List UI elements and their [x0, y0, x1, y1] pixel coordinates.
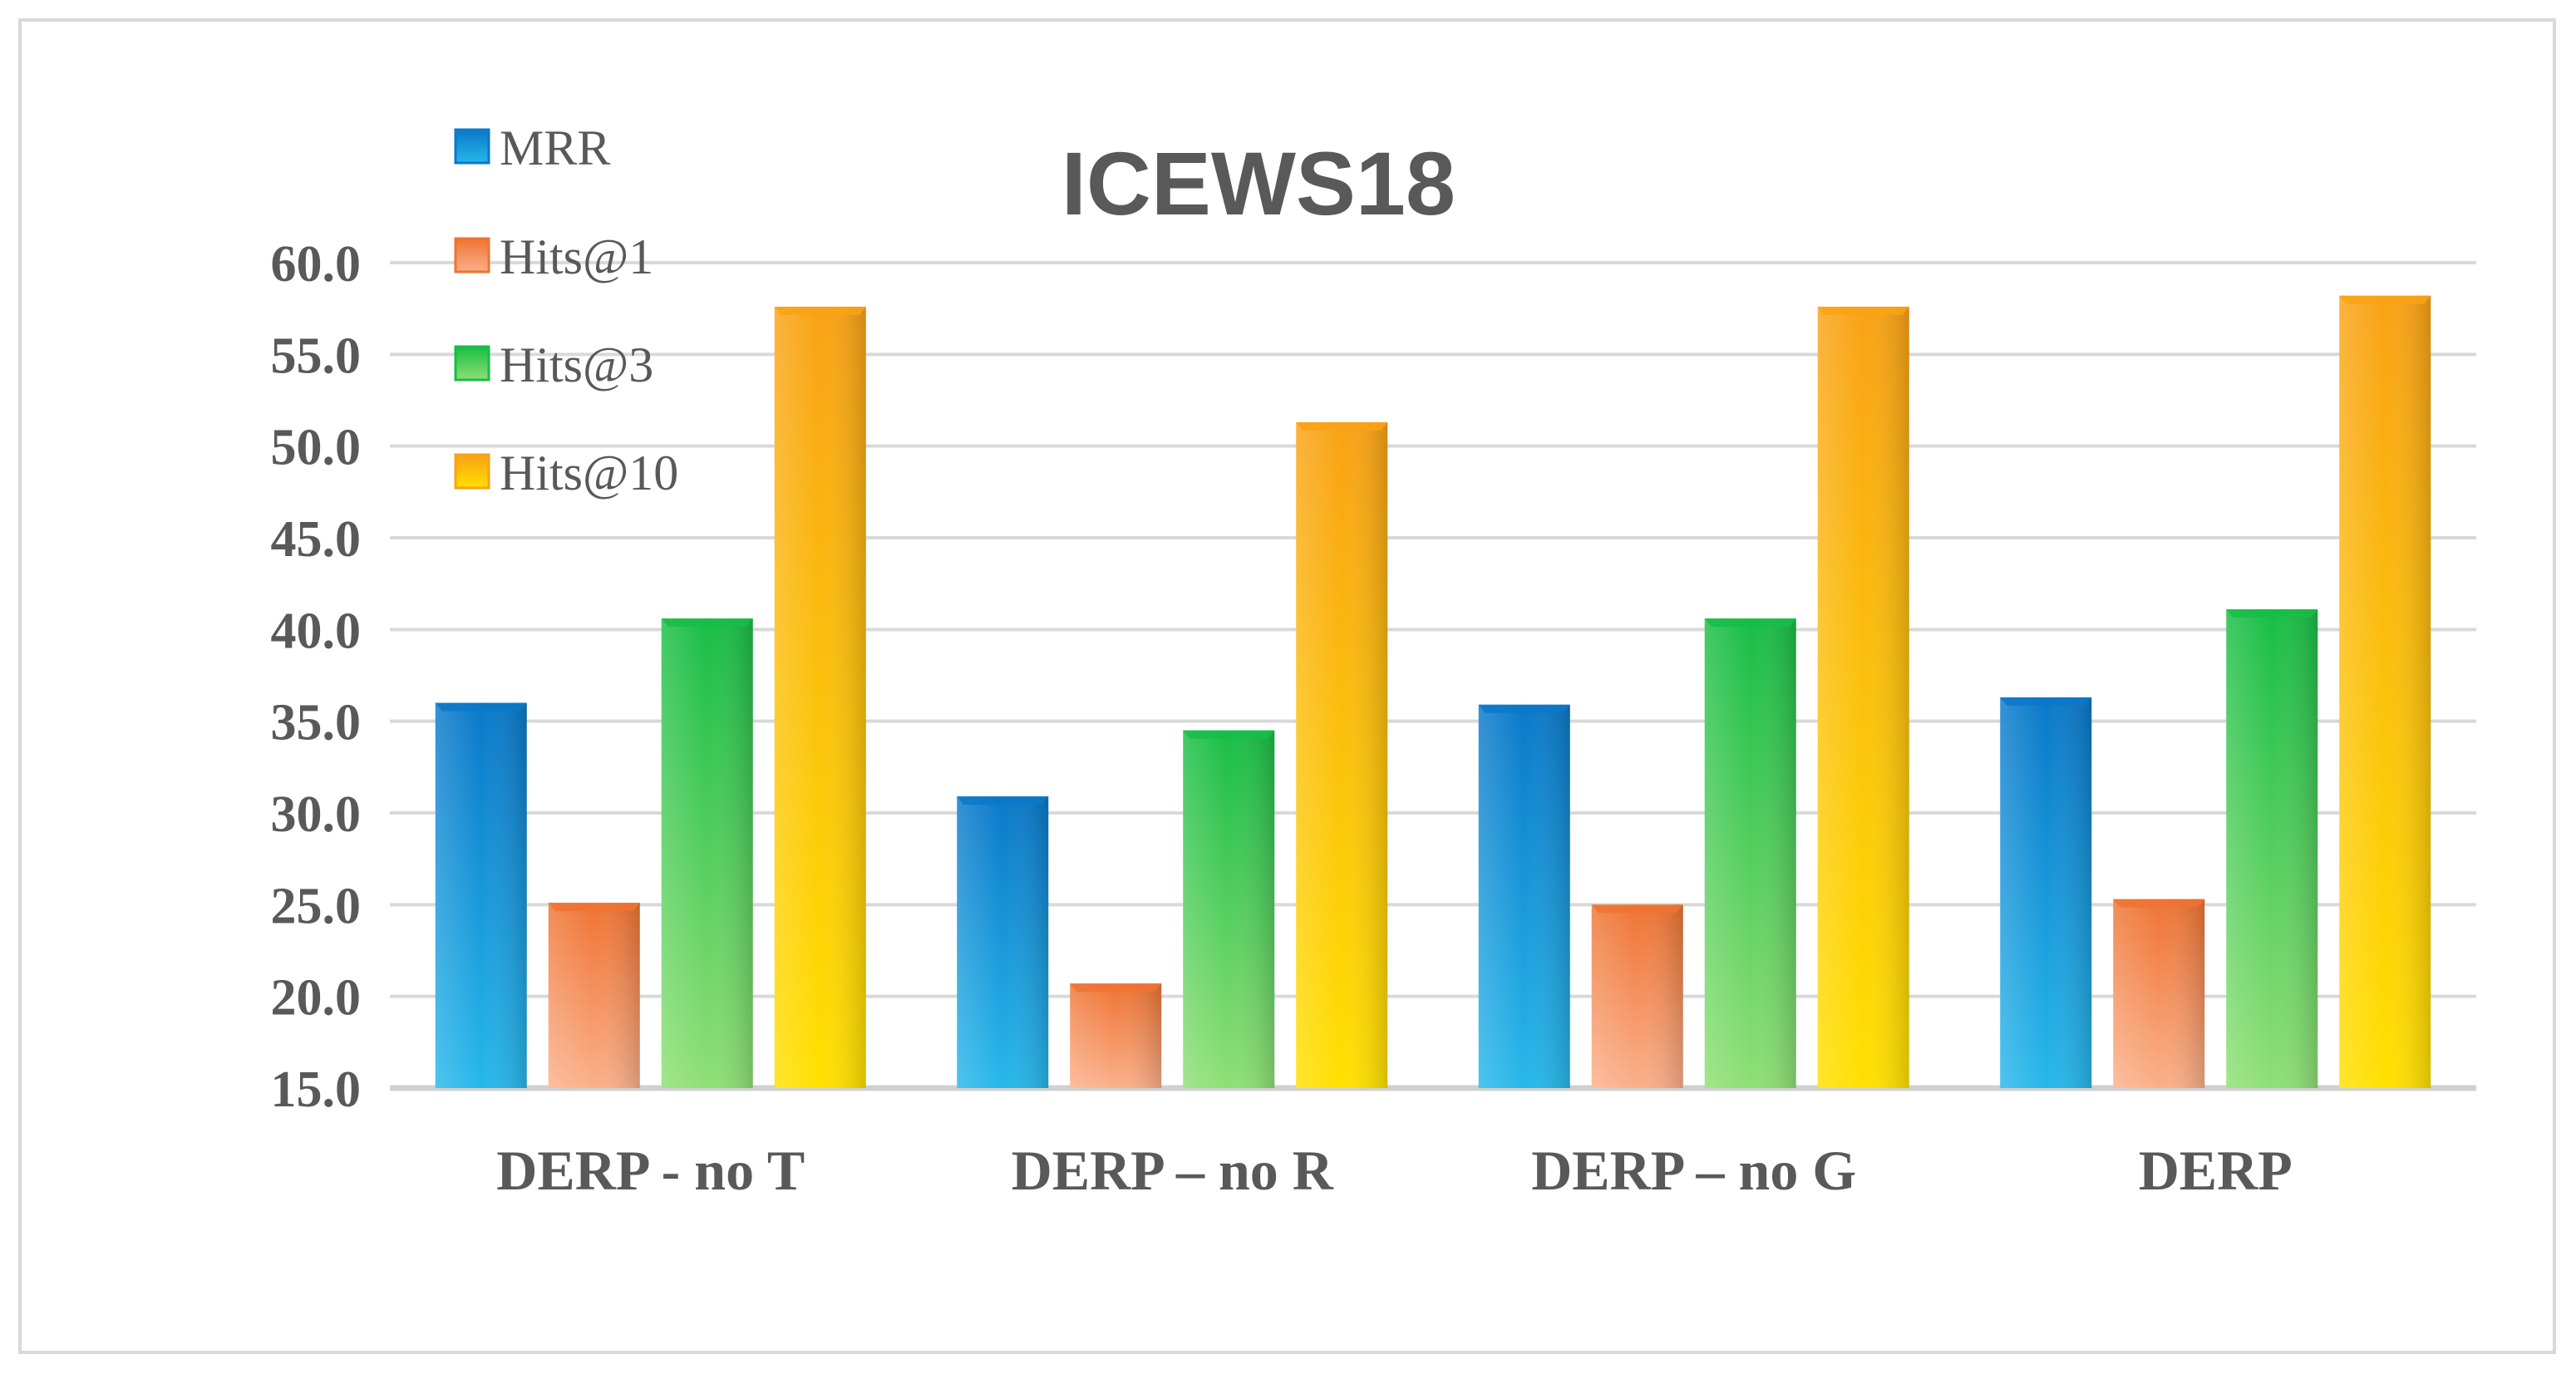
legend-label: Hits@3 — [500, 337, 653, 392]
bar-cap — [774, 306, 866, 315]
y-tick-label: 60.0 — [271, 236, 362, 293]
legend-label: Hits@10 — [500, 446, 678, 500]
y-tick-label: 30.0 — [271, 786, 362, 843]
bar-shading — [1296, 421, 1388, 1089]
y-tick-label: 35.0 — [271, 695, 362, 751]
bar-cap — [661, 618, 753, 628]
legend-label: MRR — [500, 121, 610, 175]
chart: 15.0 20.0 25.0 30.0 35.0 40.0 45.0 50.0 55.0 60.0… — [271, 121, 2476, 1202]
bar-cap — [2113, 899, 2205, 908]
bar-cap — [1478, 704, 1570, 713]
bar-cap — [548, 903, 640, 912]
y-tick-label: 25.0 — [271, 878, 362, 934]
x-category-label: DERP — [2139, 1139, 2293, 1202]
bar-cap — [1296, 421, 1388, 431]
y-tick-label: 20.0 — [271, 970, 362, 1027]
x-category-label: DERP – no G — [1531, 1139, 1856, 1202]
legend-swatch-hits1 — [454, 237, 490, 273]
bar-shading — [2113, 899, 2205, 1088]
chart-frame: 15.0 20.0 25.0 30.0 35.0 40.0 45.0 50.0 55.0 60.0… — [18, 18, 2556, 1354]
legend-swatch-mrr — [454, 128, 490, 165]
legend-label: Hits@1 — [500, 229, 653, 284]
bars — [435, 295, 2431, 1089]
bar-cap — [2226, 609, 2318, 618]
bar-cap — [1070, 983, 1162, 992]
bar-shading — [661, 618, 753, 1088]
y-tick-label: 50.0 — [271, 420, 362, 476]
bar-shading — [2226, 609, 2318, 1088]
bar-shading — [1183, 730, 1275, 1088]
x-axis: DERP - no T DERP – no R DERP – no G DERP — [496, 1139, 2293, 1202]
y-tick-label: 40.0 — [271, 603, 362, 659]
y-tick-label: 45.0 — [271, 511, 362, 568]
bar-cap — [1704, 618, 1796, 628]
y-tick-label: 55.0 — [271, 327, 362, 384]
y-tick-label: 15.0 — [271, 1061, 362, 1118]
bar-cap — [435, 702, 527, 712]
chart-title: ICEWS18 — [1061, 133, 1455, 234]
legend-swatch-hits3 — [454, 345, 490, 382]
bar-cap — [1591, 904, 1683, 914]
bar-cap — [2339, 295, 2431, 304]
bar-cap — [2000, 697, 2092, 706]
bar-shading — [1070, 983, 1162, 1088]
x-category-label: DERP – no R — [1012, 1139, 1334, 1202]
bar-cap — [1817, 306, 1909, 315]
bar-shading — [2000, 697, 2092, 1088]
bar-shading — [1704, 618, 1796, 1088]
bar-shading — [548, 903, 640, 1088]
y-axis: 15.0 20.0 25.0 30.0 35.0 40.0 45.0 50.0 55.0 60.0 — [271, 236, 362, 1118]
bar-shading — [774, 306, 866, 1089]
bar-shading — [1478, 704, 1570, 1088]
bar-shading — [1591, 904, 1683, 1088]
bar-cap — [1183, 730, 1275, 739]
x-category-label: DERP - no T — [496, 1139, 805, 1202]
bar-shading — [435, 702, 527, 1088]
legend: MRR Hits@1 Hits@3 Hits@10 — [454, 121, 678, 500]
bar-shading — [957, 796, 1049, 1088]
bar-shading — [2339, 295, 2431, 1089]
bar-cap — [957, 796, 1049, 805]
bar-shading — [1817, 306, 1909, 1089]
legend-swatch-hits10 — [454, 453, 490, 490]
